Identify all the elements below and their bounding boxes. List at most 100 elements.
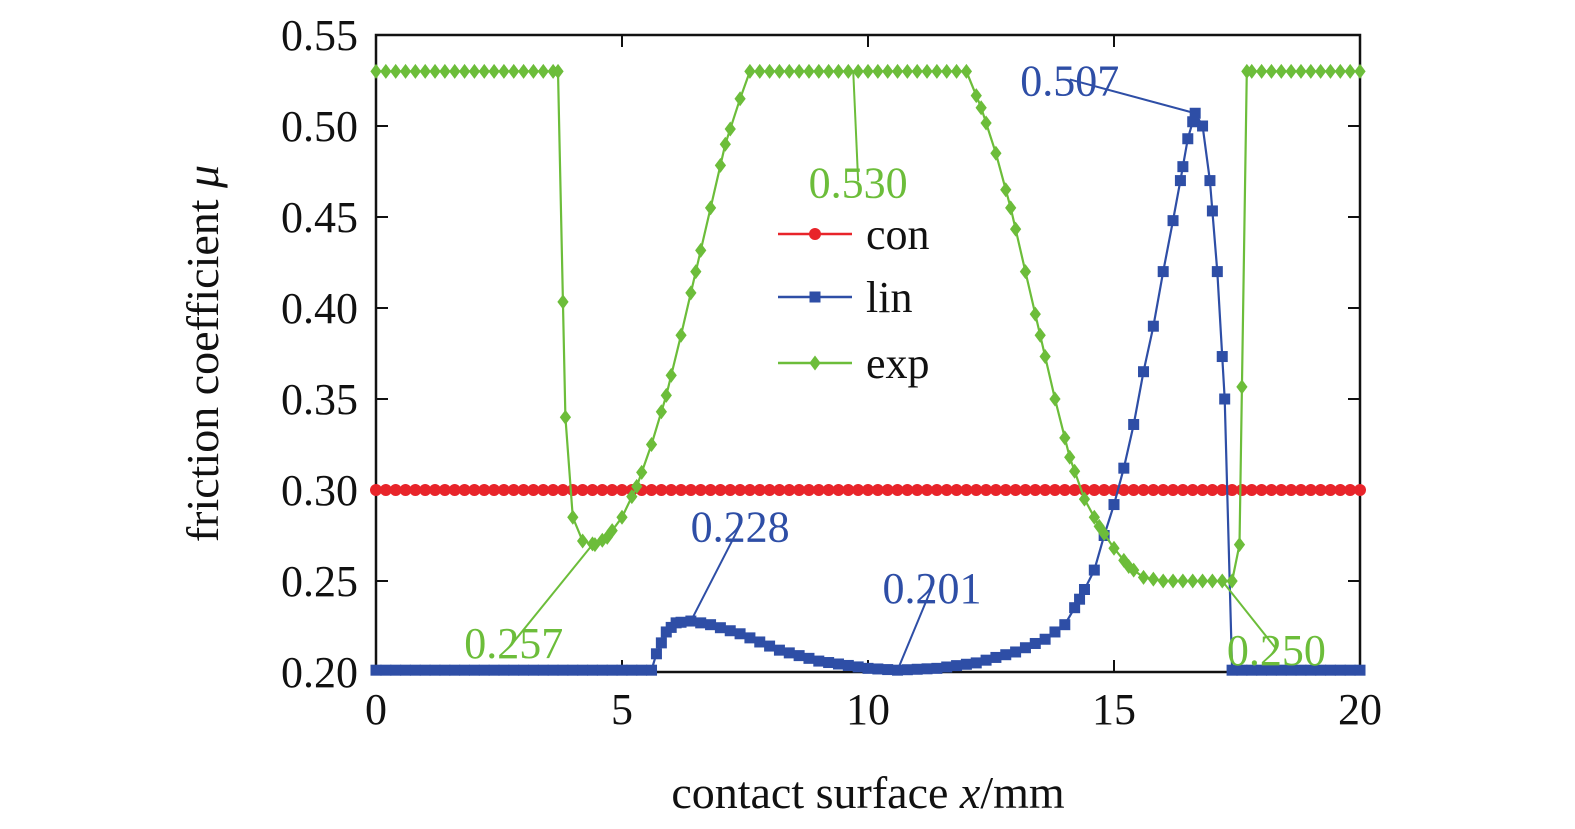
data-point-lin [980, 654, 992, 666]
data-point-lin [1182, 133, 1194, 145]
data-point-con [1304, 484, 1317, 496]
data-point-exp [419, 63, 431, 79]
data-point-exp [1177, 573, 1189, 589]
data-point-exp [980, 115, 992, 131]
data-point-exp [1265, 63, 1278, 79]
data-point-exp [1108, 540, 1120, 556]
data-point-lin [606, 664, 618, 676]
data-point-lin [1246, 664, 1258, 676]
annotation-label: 0.250 [1227, 626, 1326, 675]
data-point-con [409, 484, 422, 496]
data-point-lin [1187, 116, 1199, 128]
y-axis-title-pre: friction coefficient [177, 188, 228, 542]
data-point-lin [714, 622, 726, 634]
data-point-exp [695, 242, 707, 258]
data-point-lin [537, 664, 549, 676]
data-point-lin [527, 664, 539, 676]
data-point-con [1127, 484, 1140, 496]
data-point-exp [1344, 63, 1356, 79]
data-point-con [616, 484, 628, 496]
data-point-exp [449, 63, 461, 79]
legend-marker-lin [809, 291, 821, 303]
data-point-exp [498, 63, 510, 79]
data-point-lin [744, 632, 756, 644]
data-point-exp [823, 63, 835, 79]
data-point-exp [409, 63, 421, 79]
data-point-lin [508, 664, 520, 676]
data-point-lin [650, 648, 662, 660]
y-tick-label: 0.30 [281, 466, 358, 515]
data-point-lin [459, 664, 471, 676]
x-tick-label: 20 [1338, 685, 1382, 734]
legend-marker-con [809, 228, 821, 240]
data-point-exp [567, 509, 579, 525]
data-point-con [842, 484, 855, 496]
data-point-lin [705, 619, 717, 631]
data-point-exp [714, 157, 727, 173]
data-point-con [802, 484, 815, 496]
data-point-con [1265, 484, 1278, 496]
data-point-lin [596, 664, 608, 676]
data-point-con [1039, 484, 1052, 496]
data-point-con [389, 484, 402, 496]
data-point-exp [754, 63, 766, 79]
data-point-con [399, 484, 412, 496]
data-point-lin [1305, 664, 1317, 676]
data-point-lin [675, 616, 687, 628]
data-point-lin [1167, 215, 1179, 227]
data-point-con [980, 484, 993, 496]
data-point-con [940, 484, 953, 496]
data-point-con [970, 484, 983, 496]
data-point-exp [842, 63, 854, 79]
data-point-exp [1334, 63, 1346, 79]
data-point-con [547, 484, 560, 496]
data-point-lin [1128, 418, 1140, 430]
data-point-lin [577, 664, 589, 676]
data-point-con [1226, 484, 1239, 496]
data-point-con [665, 484, 678, 496]
data-point-lin [970, 657, 982, 669]
data-point-con [478, 484, 491, 496]
data-point-exp [813, 63, 825, 79]
data-point-con [783, 484, 796, 496]
data-point-lin [852, 661, 864, 673]
data-point-exp [1064, 449, 1076, 465]
data-point-con [517, 484, 530, 496]
data-point-con [704, 484, 717, 496]
data-point-exp [1206, 573, 1219, 589]
data-point-con [822, 484, 835, 496]
data-point-lin [419, 664, 431, 676]
y-tick-label: 0.35 [281, 375, 358, 424]
data-point-exp [1196, 573, 1209, 589]
y-tick-label: 0.50 [281, 102, 358, 151]
data-point-con [1088, 484, 1101, 496]
data-point-con [1235, 484, 1248, 496]
data-point-con [793, 484, 806, 496]
data-point-con [1255, 484, 1268, 496]
data-point-exp [1226, 573, 1238, 589]
data-point-exp [675, 327, 687, 343]
annotation-leader [896, 586, 933, 671]
data-point-lin [547, 664, 559, 676]
data-point-lin [734, 628, 746, 640]
data-point-con [1167, 484, 1180, 496]
data-point-exp [872, 63, 884, 79]
data-point-lin [488, 664, 500, 676]
data-point-exp [882, 63, 894, 79]
data-point-lin [1174, 175, 1186, 187]
data-point-lin [1074, 593, 1086, 605]
annotation-leader [852, 71, 860, 182]
annotation-leader [1221, 580, 1278, 650]
data-point-exp [370, 63, 382, 79]
data-point-lin [646, 664, 658, 676]
series-line-exp [376, 70, 1360, 583]
annotation-label: 0.530 [809, 158, 908, 207]
data-point-con [743, 484, 756, 496]
data-point-exp [390, 63, 402, 79]
data-point-con [1354, 484, 1366, 496]
data-point-exp [1009, 221, 1022, 237]
series-layer [370, 63, 1366, 676]
data-point-exp [1305, 63, 1317, 79]
data-point-exp [1137, 569, 1150, 585]
data-point-con [734, 484, 747, 496]
